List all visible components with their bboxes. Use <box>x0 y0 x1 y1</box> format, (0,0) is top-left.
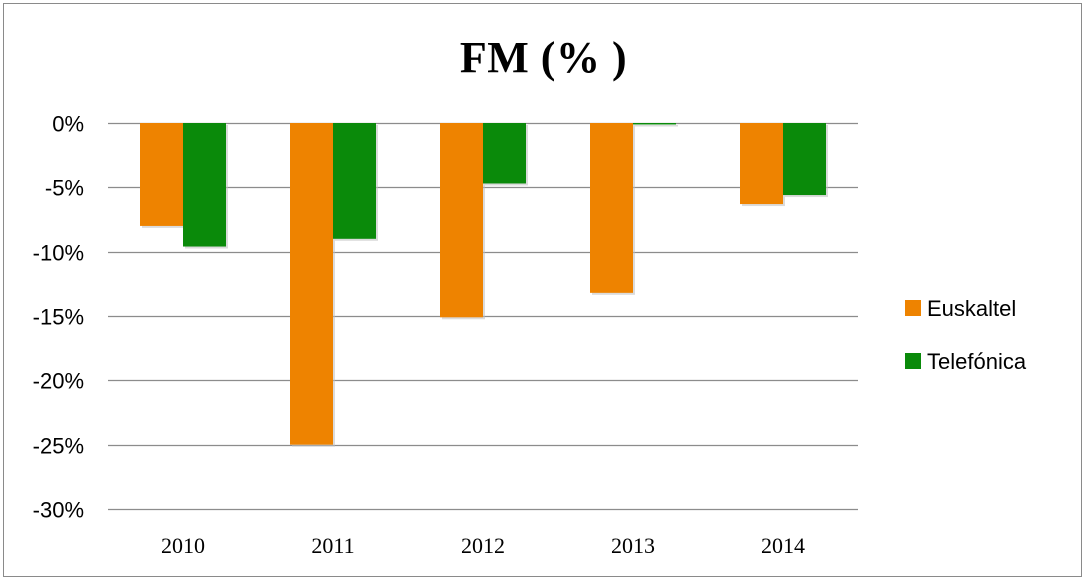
x-category-label: 2011 <box>311 533 354 558</box>
bar-shadow <box>635 125 678 127</box>
y-tick-label: -15% <box>33 305 84 330</box>
x-category-label: 2014 <box>761 533 805 558</box>
y-tick-label: -20% <box>33 369 84 394</box>
legend-swatch <box>905 300 921 316</box>
chart-title: FM (% ) <box>459 33 628 82</box>
bar-telef-nica-2013 <box>633 123 676 125</box>
bar-euskaltel-2011 <box>290 123 333 445</box>
bar-euskaltel-2010 <box>140 123 183 226</box>
x-axis-categories: 2010 2011 2012 2013 2014 <box>161 533 805 558</box>
legend: Euskaltel Telefónica <box>905 296 1027 374</box>
y-axis-ticks: 0% -5% -10% -15% -20% -25% -30% <box>33 112 84 523</box>
bar-telef-nica-2014 <box>783 123 826 196</box>
legend-swatch <box>905 353 921 369</box>
bars <box>140 123 828 447</box>
x-category-label: 2013 <box>611 533 655 558</box>
y-tick-label: 0% <box>52 112 84 137</box>
x-category-label: 2010 <box>161 533 205 558</box>
y-tick-label: -10% <box>33 241 84 266</box>
x-category-label: 2012 <box>461 533 505 558</box>
legend-label: Telefónica <box>927 349 1027 374</box>
chart-frame <box>3 3 1082 577</box>
bar-euskaltel-2012 <box>440 123 483 318</box>
y-tick-label: -25% <box>33 434 84 459</box>
bar-telef-nica-2012 <box>483 123 526 184</box>
legend-label: Euskaltel <box>927 296 1016 321</box>
bar-telef-nica-2011 <box>333 123 376 239</box>
y-tick-label: -30% <box>33 498 84 523</box>
y-tick-label: -5% <box>45 176 84 201</box>
bar-euskaltel-2013 <box>590 123 633 293</box>
bar-euskaltel-2014 <box>740 123 783 205</box>
bar-telef-nica-2010 <box>183 123 226 247</box>
